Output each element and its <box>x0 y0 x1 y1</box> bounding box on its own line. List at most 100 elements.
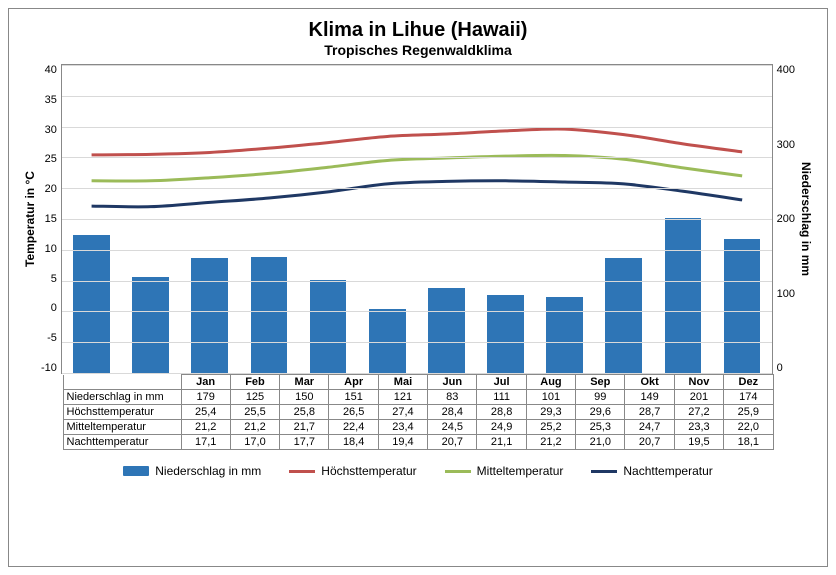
table-cell: 150 <box>280 390 329 405</box>
legend-swatch <box>123 466 149 476</box>
table-cell: 20,7 <box>625 435 674 450</box>
table-cell: 19,4 <box>378 435 427 450</box>
chart-subtitle: Tropisches Regenwaldklima <box>23 42 813 58</box>
grid-line <box>62 250 772 251</box>
grid-line <box>62 342 772 343</box>
line-nacht <box>91 181 742 207</box>
grid-line <box>62 311 772 312</box>
plot <box>61 64 773 374</box>
table-cell: 99 <box>576 390 625 405</box>
table-cell: 21,2 <box>230 420 279 435</box>
table-cell: 25,4 <box>181 405 230 420</box>
table-cell: 28,4 <box>428 405 477 420</box>
table-cell: 26,5 <box>329 405 378 420</box>
left-tick: 10 <box>41 243 57 255</box>
table-cell: 18,4 <box>329 435 378 450</box>
table-row-header: Höchsttemperatur <box>63 405 181 420</box>
table-cell: 22,0 <box>724 420 773 435</box>
plot-area: Temperatur in °C 4035302520151050-5-10 4… <box>23 64 813 374</box>
table-cell: 17,7 <box>280 435 329 450</box>
legend-label: Niederschlag in mm <box>155 464 261 478</box>
table-cell: 28,8 <box>477 405 526 420</box>
table-cell: 19,5 <box>674 435 723 450</box>
table-cell: 179 <box>181 390 230 405</box>
table-cell: 17,1 <box>181 435 230 450</box>
table-cell: 21,2 <box>526 435 575 450</box>
grid-line <box>62 96 772 97</box>
table-row-header: Nachttemperatur <box>63 435 181 450</box>
table-cell: 24,5 <box>428 420 477 435</box>
left-tick: 25 <box>41 153 57 165</box>
table-cell: 125 <box>230 390 279 405</box>
table-cell: 23,4 <box>378 420 427 435</box>
chart-title: Klima in Lihue (Hawaii) <box>23 19 813 42</box>
table-cell: 27,4 <box>378 405 427 420</box>
table-cell: 25,9 <box>724 405 773 420</box>
table-cell: 27,2 <box>674 405 723 420</box>
table-cell: 121 <box>378 390 427 405</box>
right-tick: 0 <box>777 362 795 374</box>
month-header: Okt <box>625 375 674 390</box>
table-cell: 29,6 <box>576 405 625 420</box>
table-cell: 23,3 <box>674 420 723 435</box>
table-cell: 21,1 <box>477 435 526 450</box>
month-header: Feb <box>230 375 279 390</box>
grid-line <box>62 127 772 128</box>
table-cell: 21,7 <box>280 420 329 435</box>
table-cell: 25,8 <box>280 405 329 420</box>
left-tick: 0 <box>41 302 57 314</box>
legend-label: Mitteltemperatur <box>477 464 564 478</box>
legend-swatch <box>445 470 471 473</box>
legend-label: Nachttemperatur <box>623 464 712 478</box>
table-cell: 111 <box>477 390 526 405</box>
table-cell: 24,9 <box>477 420 526 435</box>
month-header: Apr <box>329 375 378 390</box>
month-header: Sep <box>576 375 625 390</box>
line-mittel <box>91 155 742 181</box>
table-cell: 24,7 <box>625 420 674 435</box>
left-tick: 20 <box>41 183 57 195</box>
right-axis-ticks: 4003002001000 <box>773 64 799 374</box>
table-cell: 18,1 <box>724 435 773 450</box>
table-cell: 149 <box>625 390 674 405</box>
table-cell: 22,4 <box>329 420 378 435</box>
table-cell: 25,3 <box>576 420 625 435</box>
table-cell: 83 <box>428 390 477 405</box>
legend-item: Mitteltemperatur <box>445 464 564 478</box>
legend: Niederschlag in mm Höchsttemperatur Mittel… <box>23 464 813 478</box>
table-row-header: Niederschlag in mm <box>63 390 181 405</box>
grid-line <box>62 219 772 220</box>
right-tick: 200 <box>777 213 795 225</box>
legend-item: Höchsttemperatur <box>289 464 416 478</box>
left-tick: 35 <box>41 94 57 106</box>
month-header: Mar <box>280 375 329 390</box>
month-header: Jan <box>181 375 230 390</box>
data-table: JanFebMarAprMaiJunJulAugSepOktNovDezNied… <box>23 374 813 450</box>
legend-swatch <box>591 470 617 473</box>
table-cell: 17,0 <box>230 435 279 450</box>
left-tick: 30 <box>41 124 57 136</box>
grid-line <box>62 281 772 282</box>
table-cell: 28,7 <box>625 405 674 420</box>
left-axis-label: Temperatur in °C <box>23 64 37 374</box>
right-axis-label: Niederschlag in mm <box>799 64 813 374</box>
table-cell: 21,0 <box>576 435 625 450</box>
table-cell: 25,5 <box>230 405 279 420</box>
table-cell: 25,2 <box>526 420 575 435</box>
right-tick: 100 <box>777 288 795 300</box>
month-header: Jul <box>477 375 526 390</box>
table-cell: 201 <box>674 390 723 405</box>
legend-swatch <box>289 470 315 473</box>
grid-line <box>62 373 772 374</box>
legend-item: Niederschlag in mm <box>123 464 261 478</box>
legend-item: Nachttemperatur <box>591 464 712 478</box>
grid-line <box>62 188 772 189</box>
left-tick: -5 <box>41 332 57 344</box>
line-hoechst <box>91 129 742 155</box>
left-tick: -10 <box>41 362 57 374</box>
left-tick: 40 <box>41 64 57 76</box>
table-cell: 21,2 <box>181 420 230 435</box>
table-cell: 29,3 <box>526 405 575 420</box>
table-row-header: Mitteltemperatur <box>63 420 181 435</box>
grid-line <box>62 157 772 158</box>
